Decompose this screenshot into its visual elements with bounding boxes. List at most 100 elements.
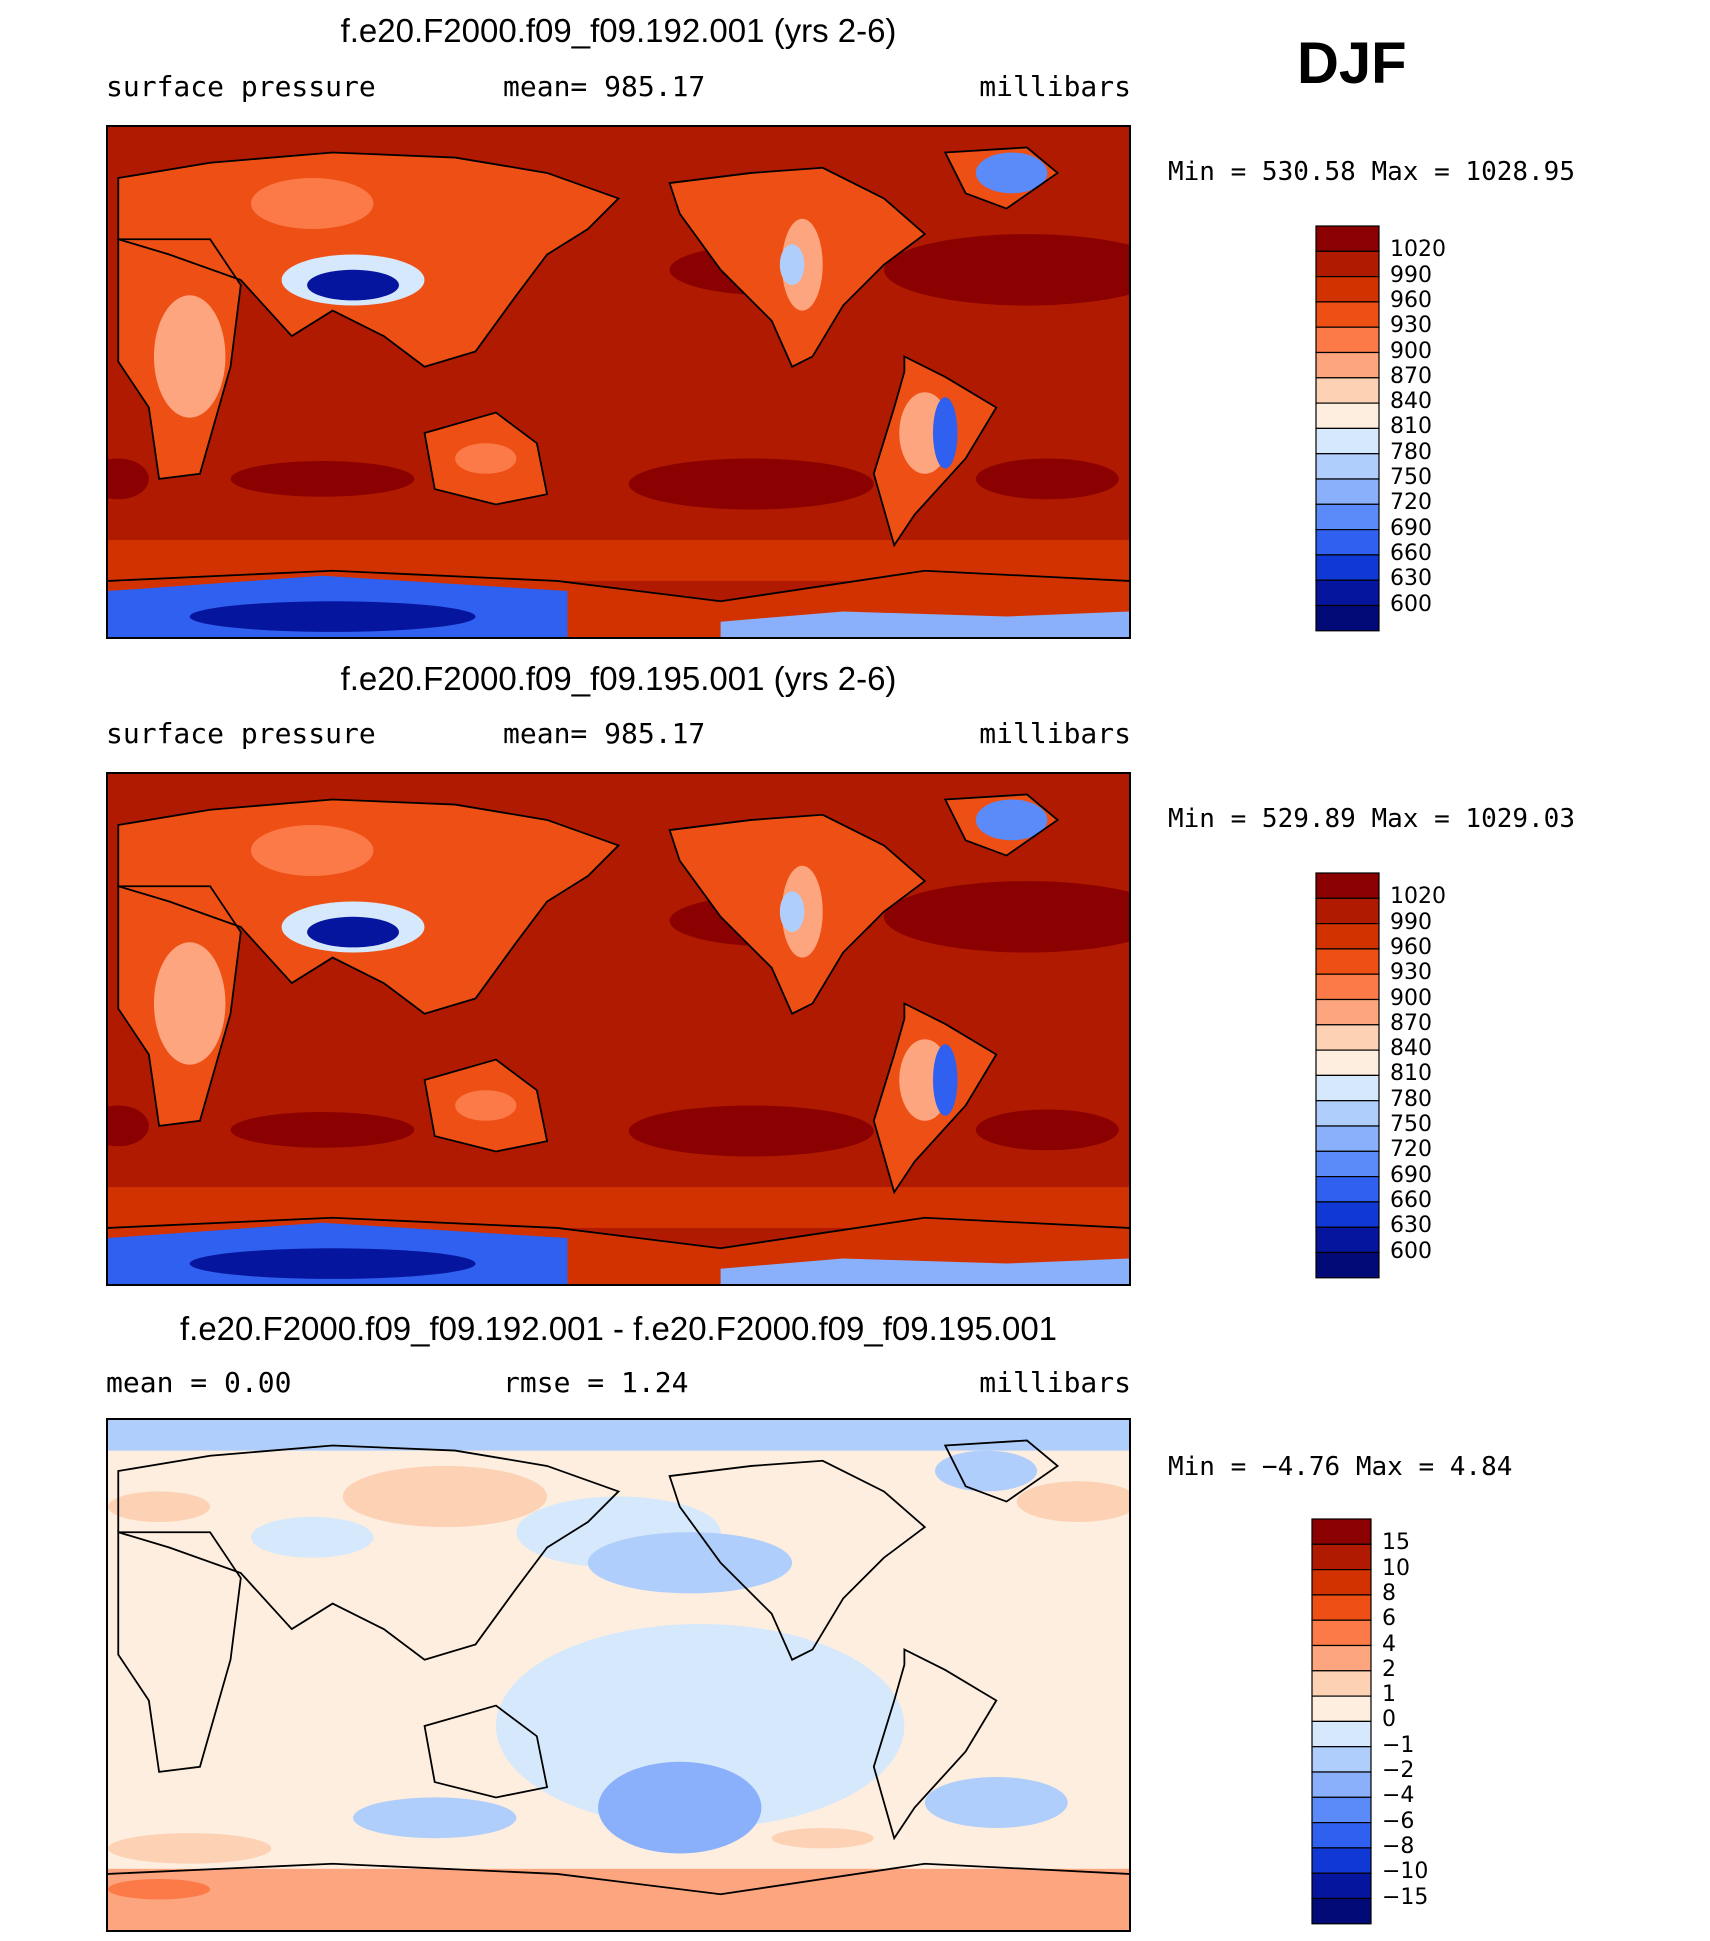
high-pressure-cell xyxy=(884,234,1129,306)
elevated-terrain xyxy=(455,443,517,474)
colorbar-swatch xyxy=(1315,478,1380,505)
colorbar-swatch xyxy=(1315,554,1380,581)
colorbar-label: −10 xyxy=(1382,1859,1429,1885)
elevated-terrain xyxy=(250,178,374,229)
colorbar-swatch xyxy=(1311,1822,1372,1849)
colorbar-swatch xyxy=(1311,1695,1372,1723)
colorbar-label: 0 xyxy=(1382,1707,1396,1733)
colorbar-label: 6 xyxy=(1382,1606,1396,1632)
colorbar-label: 1 xyxy=(1382,1682,1396,1708)
coast-greenland xyxy=(943,1439,1060,1503)
positive-anomaly xyxy=(108,1491,211,1522)
colorbar-swatch xyxy=(1315,301,1380,328)
colorbar-swatch xyxy=(1311,1771,1372,1798)
elevated-terrain xyxy=(153,295,226,418)
tibetan-plateau xyxy=(307,916,399,948)
colorbar-swatch xyxy=(1315,579,1380,607)
southern-positive-band xyxy=(108,1868,1129,1930)
negative-anomaly xyxy=(353,1797,517,1839)
colorbar-swatch xyxy=(1315,351,1380,379)
subtitle-center: mean= 985.17 xyxy=(503,70,706,103)
colorbar-swatch xyxy=(1315,1251,1380,1279)
panel-title: f.e20.F2000.f09_f09.195.001 (yrs 2-6) xyxy=(340,660,897,697)
colorbar-label: 2 xyxy=(1382,1656,1396,1682)
colorbar-label: 810 xyxy=(1390,414,1432,440)
colorbar-label: 720 xyxy=(1390,490,1432,516)
colorbar-swatch xyxy=(1315,1100,1380,1127)
coast-australia xyxy=(423,1704,549,1799)
coast-africa xyxy=(117,1531,242,1773)
colorbar-label: −15 xyxy=(1382,1884,1429,1910)
subtitle-center: rmse = 1.24 xyxy=(503,1366,689,1399)
colorbar-swatch xyxy=(1315,529,1380,556)
coast-australia xyxy=(423,411,549,506)
colorbar-swatch xyxy=(1315,453,1380,480)
map-panel xyxy=(106,772,1131,1286)
colorbar-swatch xyxy=(1315,998,1380,1026)
colorbar-label: 8 xyxy=(1382,1580,1396,1606)
colorbar-label: 1020 xyxy=(1390,237,1446,263)
high-pressure-cell xyxy=(628,458,874,510)
subtitle-right: millibars xyxy=(979,1366,1131,1399)
subtitle-left: surface pressure xyxy=(106,70,376,103)
coast-eurasia xyxy=(117,1444,621,1661)
map-panel xyxy=(106,1418,1131,1932)
colorbar-swatch xyxy=(1315,604,1380,632)
negative-anomaly xyxy=(598,1761,762,1854)
coast-africa xyxy=(117,885,242,1127)
colorbar-label: 990 xyxy=(1390,909,1432,935)
subtitle-right: millibars xyxy=(979,70,1131,103)
coastlines xyxy=(108,793,1129,1250)
colorbar xyxy=(1315,872,1380,1279)
colorbar-swatch xyxy=(1315,250,1380,278)
colorbar-label: 810 xyxy=(1390,1061,1432,1087)
min-max-label: Min = 529.89 Max = 1029.03 xyxy=(1168,804,1575,834)
coast-samerica xyxy=(872,355,998,548)
colorbar-swatch xyxy=(1315,1150,1380,1178)
colorbar-swatch xyxy=(1315,402,1380,430)
colorbar-swatch xyxy=(1315,503,1380,531)
colorbar-swatch xyxy=(1311,1720,1372,1748)
colorbar-swatch xyxy=(1315,1176,1380,1203)
colorbar-label: 600 xyxy=(1390,591,1432,617)
colorbar-label: 630 xyxy=(1390,566,1432,592)
colorbar-swatch xyxy=(1311,1872,1372,1900)
coast-samerica xyxy=(872,1002,998,1195)
high-pressure-cell xyxy=(884,881,1129,953)
colorbar-swatch xyxy=(1315,1125,1380,1152)
map-svg xyxy=(108,774,1129,1284)
colorbar-swatch xyxy=(1315,275,1380,303)
colorbar-swatch xyxy=(1311,1619,1372,1647)
colorbar-swatch xyxy=(1311,1644,1372,1672)
colorbar xyxy=(1311,1518,1372,1925)
subtitle-center: mean= 985.17 xyxy=(503,717,706,750)
andes xyxy=(932,1044,958,1116)
elevated-terrain xyxy=(455,1090,517,1121)
colorbar-swatch xyxy=(1315,1201,1380,1228)
colorbar-swatch xyxy=(1311,1670,1372,1697)
colorbar-label: 15 xyxy=(1382,1530,1410,1556)
coast-greenland xyxy=(943,793,1060,857)
colorbar-label: 870 xyxy=(1390,363,1432,389)
colorbar-swatch xyxy=(1315,326,1380,354)
map-svg xyxy=(108,127,1129,637)
elevated-terrain xyxy=(153,942,226,1065)
coast-eurasia xyxy=(117,151,621,368)
field xyxy=(108,774,1129,1284)
colorbar-label: 930 xyxy=(1390,313,1432,339)
elevated-terrain xyxy=(250,825,374,876)
subtitle-right: millibars xyxy=(979,717,1131,750)
colorbar-label: −4 xyxy=(1382,1783,1415,1809)
coast-antarctica xyxy=(108,1216,1129,1250)
colorbar-label: 780 xyxy=(1390,439,1432,465)
rocky-mountains xyxy=(779,891,805,933)
coast-namerica xyxy=(668,166,927,368)
colorbar-label: 840 xyxy=(1390,389,1432,415)
high-pressure-cell xyxy=(108,1105,149,1147)
colorbar-swatch xyxy=(1315,1074,1380,1102)
panel-title: f.e20.F2000.f09_f09.192.001 (yrs 2-6) xyxy=(340,12,897,49)
west-antarctica xyxy=(720,611,1129,637)
subtitle-left: surface pressure xyxy=(106,717,376,750)
high-pressure-cell xyxy=(975,1109,1119,1151)
colorbar-swatch xyxy=(1315,897,1380,925)
